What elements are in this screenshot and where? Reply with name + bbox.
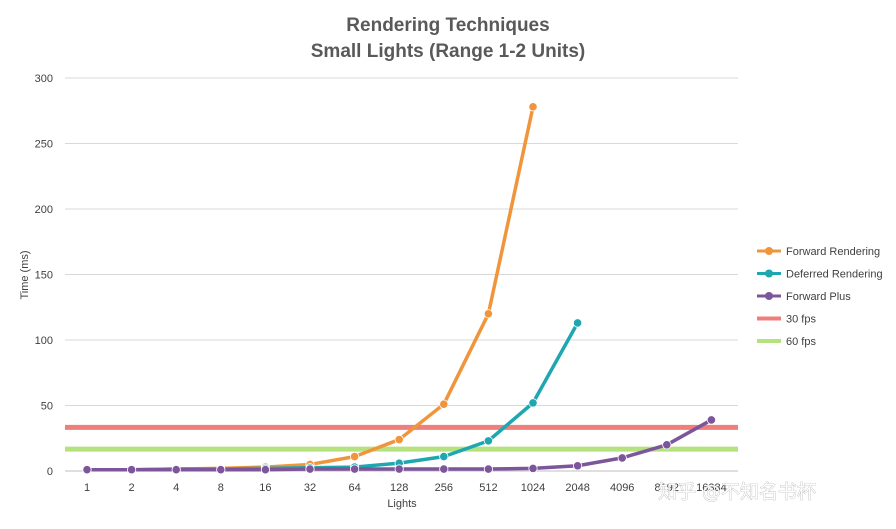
- x-tick-label: 4: [173, 482, 179, 494]
- data-point: [528, 463, 538, 473]
- series-forward-rendering: [82, 102, 538, 475]
- data-point: [439, 451, 449, 462]
- x-tick-label: 64: [348, 482, 360, 494]
- data-point: [483, 464, 493, 474]
- legend-label: Forward Plus: [786, 291, 851, 303]
- data-point: [216, 465, 226, 475]
- legend-label: Deferred Rendering: [786, 269, 883, 281]
- data-point: [528, 398, 538, 408]
- legend-marker: [765, 247, 773, 255]
- series-lines: [82, 102, 717, 475]
- x-tick-label: 8192: [655, 482, 679, 494]
- x-tick-label: 1024: [521, 482, 545, 494]
- data-point: [127, 465, 137, 475]
- x-tick-label: 8: [218, 482, 224, 494]
- legend-label: 30 fps: [786, 314, 816, 326]
- data-point: [305, 464, 315, 474]
- y-tick-label: 150: [35, 270, 53, 282]
- series-forward-plus: [82, 415, 717, 475]
- data-point: [706, 415, 717, 425]
- data-point: [483, 309, 493, 319]
- x-axis-ticks: 1 2 4 8 16 32 64 128 256 512 1024 2048 4096 8192 16384: [84, 482, 727, 494]
- x-tick-label: 128: [390, 482, 408, 494]
- data-point: [349, 464, 360, 474]
- y-axis-title: Time (ms): [19, 250, 31, 299]
- data-point: [171, 465, 181, 475]
- x-tick-label: 2: [129, 482, 135, 494]
- x-axis-title: Lights: [387, 498, 417, 510]
- y-tick-label: 0: [47, 466, 53, 478]
- legend-item: 60 fps: [757, 336, 816, 348]
- legend-item: Forward Rendering: [757, 246, 880, 258]
- chart-subtitle: Small Lights (Range 1-2 Units): [311, 41, 585, 62]
- x-tick-label: 256: [435, 482, 453, 494]
- legend: Forward Rendering Deferred Rendering Forwa…: [757, 246, 883, 348]
- data-point: [349, 451, 360, 462]
- legend-item: Forward Plus: [757, 291, 851, 303]
- data-point: [572, 318, 583, 328]
- watermark: 知乎 @不知名书杯: [658, 481, 816, 503]
- data-point: [260, 465, 270, 475]
- data-point: [528, 102, 538, 112]
- legend-item: 30 fps: [757, 314, 816, 326]
- legend-item: Deferred Rendering: [757, 269, 883, 281]
- data-point: [439, 399, 449, 409]
- x-tick-label: 4096: [610, 482, 634, 494]
- y-axis-ticks: 0 50 100 150 200 250 300: [35, 73, 53, 478]
- data-point: [572, 461, 583, 471]
- y-tick-label: 250: [35, 139, 53, 151]
- x-tick-label: 2048: [565, 482, 589, 494]
- legend-marker: [765, 269, 773, 278]
- legend-label: 60 fps: [786, 336, 816, 348]
- x-tick-label: 16: [259, 482, 271, 494]
- x-tick-label: 1: [84, 482, 90, 494]
- gridlines: [65, 77, 738, 472]
- y-tick-label: 200: [35, 204, 53, 216]
- x-tick-label: 16384: [696, 482, 727, 494]
- data-point: [483, 436, 493, 446]
- x-tick-label: 512: [479, 482, 497, 494]
- legend-marker: [765, 292, 773, 300]
- x-tick-label: 32: [304, 482, 316, 494]
- data-point: [617, 453, 627, 463]
- data-point: [662, 440, 672, 450]
- data-point: [394, 464, 404, 474]
- data-point: [394, 434, 404, 445]
- data-point: [439, 464, 449, 474]
- reference-lines: [65, 424, 738, 452]
- series-line: [85, 105, 535, 472]
- y-tick-label: 50: [41, 401, 53, 413]
- y-tick-label: 100: [35, 335, 53, 347]
- legend-label: Forward Rendering: [786, 246, 880, 258]
- y-tick-label: 300: [35, 73, 53, 85]
- chart-title: Rendering Techniques: [346, 15, 549, 36]
- data-point: [82, 465, 92, 475]
